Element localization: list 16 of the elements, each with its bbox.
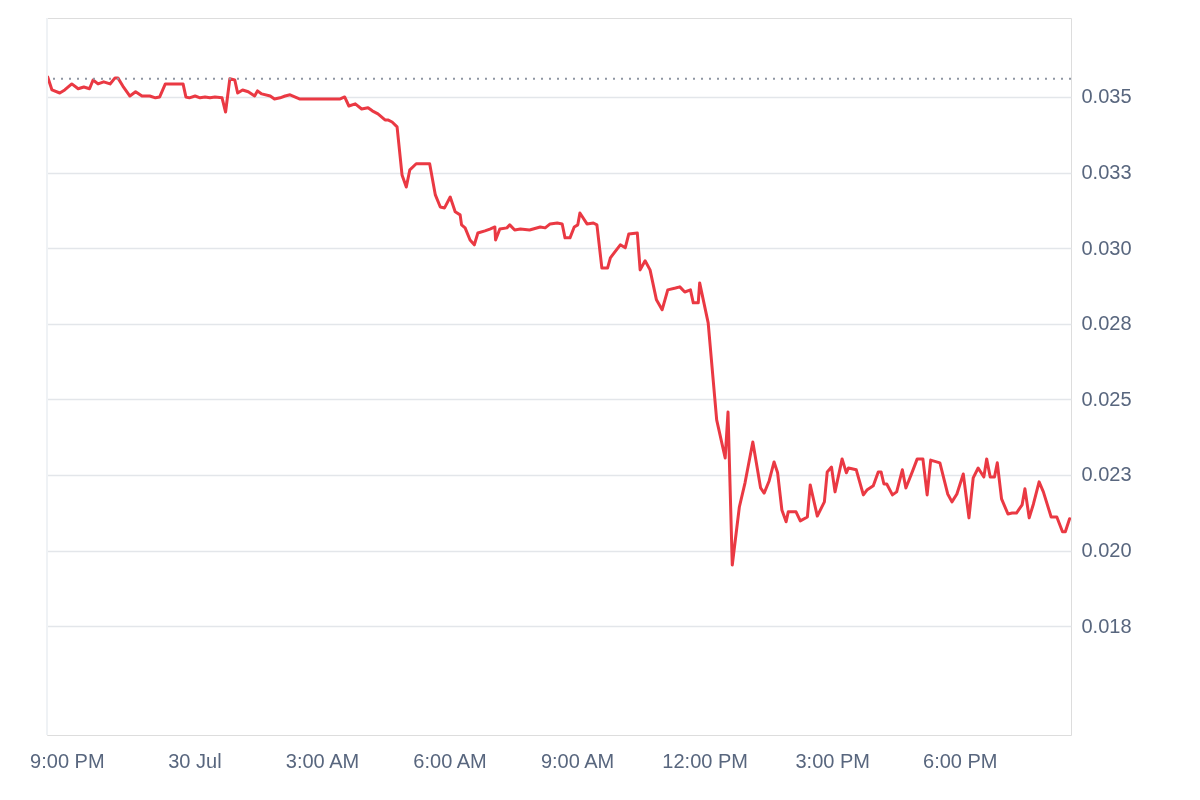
x-tick-label: 9:00 PM [30,749,105,772]
x-tick-label: 3:00 AM [285,749,360,772]
x-tick-label: 3:00 PM [795,749,870,772]
y-tick-label: 0.020 [1081,539,1132,562]
x-tick-label: 6:00 PM [923,749,998,772]
y-tick-label: 0.028 [1081,312,1132,335]
y-tick-label: 0.035 [1081,85,1132,108]
y-tick-label: 0.025 [1081,387,1132,410]
y-tick-label: 0.030 [1081,236,1132,259]
y-tick-label: 0.023 [1081,463,1132,486]
x-tick-label: 9:00 AM [540,749,615,772]
y-tick-label: 0.033 [1081,161,1132,184]
y-tick-label: 0.018 [1081,614,1132,637]
x-tick-label: 12:00 PM [662,749,748,772]
x-tick-label: 30 Jul [168,749,222,772]
x-tick-label: 6:00 AM [413,749,487,772]
